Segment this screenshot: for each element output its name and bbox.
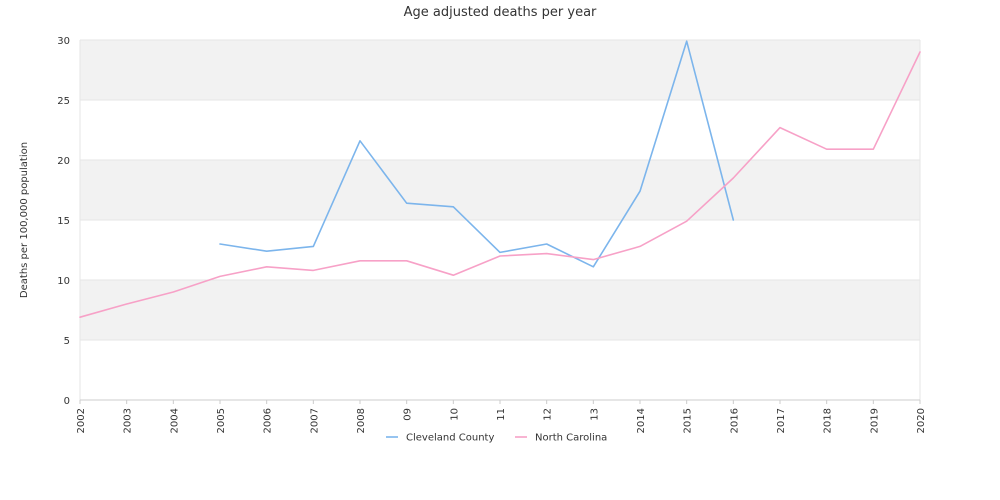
legend-item[interactable]: Cleveland County [386, 433, 494, 444]
legend-item[interactable]: North Carolina [515, 433, 607, 444]
x-tick-label: 2005 [216, 408, 227, 433]
legend-label: Cleveland County [406, 433, 494, 444]
x-tick-label: 2003 [123, 408, 134, 433]
y-tick-label: 0 [64, 396, 70, 407]
x-tick-label: 13 [589, 408, 600, 421]
x-tick-label: 2007 [309, 408, 320, 433]
y-tick-label: 30 [57, 36, 70, 47]
x-axis-ticks: 2002 2003 2004 2005 2006 2007 2008 09 10 11 12 13 20… [76, 400, 927, 433]
y-tick-label: 5 [64, 336, 70, 347]
y-tick-label: 10 [57, 276, 70, 287]
plot-band [80, 340, 920, 400]
x-tick-label: 2020 [916, 408, 927, 433]
x-tick-label: 2006 [263, 408, 274, 433]
plot-bands [80, 40, 920, 400]
y-axis-ticks: 0 5 10 15 20 25 30 [57, 36, 70, 407]
x-tick-label: 2002 [76, 408, 87, 433]
x-tick-label: 12 [543, 408, 554, 421]
series-line-cleveland-county [219, 40, 735, 268]
y-axis-label: Deaths per 100,000 population [19, 142, 30, 298]
x-tick-label: 2018 [823, 408, 834, 433]
chart-title: Age adjusted deaths per year [404, 5, 597, 20]
x-tick-label: 2019 [869, 408, 880, 433]
series-lines [79, 40, 921, 318]
x-tick-label: 11 [496, 408, 507, 421]
x-tick-label: 2016 [729, 408, 740, 433]
plot-band [80, 220, 920, 280]
x-tick-label: 2014 [636, 408, 647, 433]
y-tick-label: 15 [57, 216, 70, 227]
x-tick-label: 09 [403, 408, 414, 421]
plot-band [80, 280, 920, 340]
legend-label: North Carolina [535, 433, 607, 444]
x-tick-label: 2008 [356, 408, 367, 433]
x-tick-label: 2004 [169, 408, 180, 433]
plot-band [80, 100, 920, 160]
series-line-north-carolina [79, 51, 921, 318]
plot-band [80, 160, 920, 220]
x-tick-label: 10 [449, 408, 460, 421]
plot-band [80, 40, 920, 100]
legend: Cleveland County North Carolina [386, 433, 607, 444]
x-tick-label: 2017 [776, 408, 787, 433]
y-tick-label: 25 [57, 96, 70, 107]
y-tick-label: 20 [57, 156, 70, 167]
x-tick-label: 2015 [683, 408, 694, 433]
